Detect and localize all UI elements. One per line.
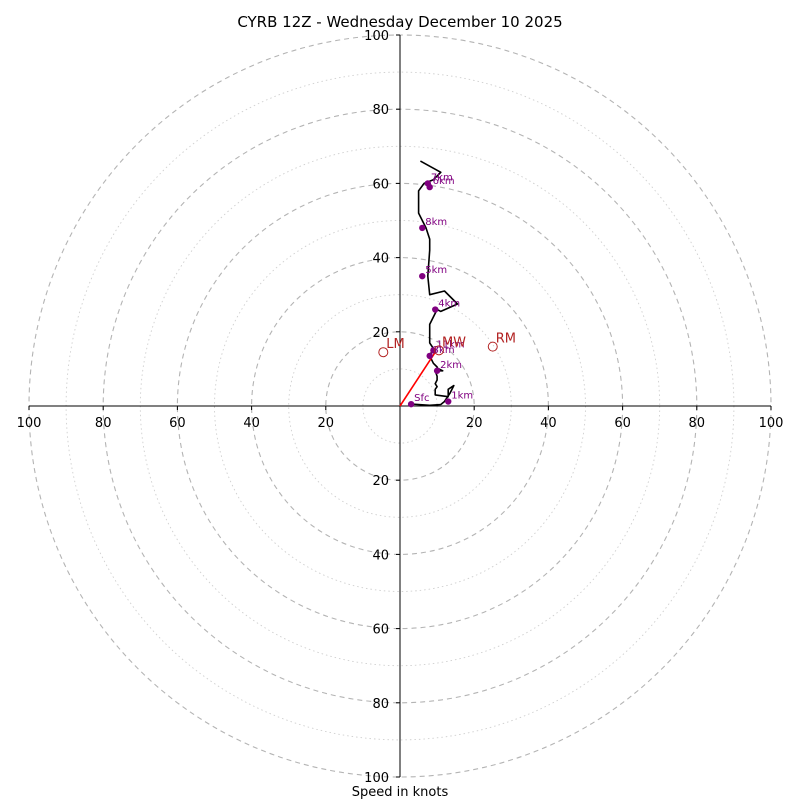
height-label-2km: 2km bbox=[440, 360, 462, 371]
x-tick-label: 80 bbox=[95, 416, 112, 431]
height-point-1km bbox=[445, 398, 452, 405]
x-tick-label: 100 bbox=[17, 416, 42, 431]
height-point-8km bbox=[419, 224, 426, 232]
x-tick-label: 80 bbox=[689, 416, 706, 431]
storm-motion-rm-label: RM bbox=[496, 332, 516, 347]
height-point-5km bbox=[419, 272, 426, 280]
storm-motion-lm-label: LM bbox=[386, 337, 404, 352]
x-tick-label: 20 bbox=[466, 416, 483, 431]
x-tick-label: 100 bbox=[759, 416, 784, 431]
y-tick-label: 40 bbox=[372, 252, 389, 267]
chart-title: CYRB 12Z - Wednesday December 10 2025 bbox=[237, 13, 562, 31]
height-point-3km bbox=[426, 352, 433, 360]
y-tick-label: 80 bbox=[372, 697, 389, 712]
x-tick-label: 40 bbox=[243, 416, 260, 431]
height-label-sfc: Sfc bbox=[414, 393, 429, 404]
height-label-4km: 4km bbox=[438, 299, 460, 310]
height-label-8km: 8km bbox=[425, 217, 447, 228]
x-tick-label: 60 bbox=[614, 416, 631, 431]
height-label-7km: 7km bbox=[431, 172, 453, 183]
storm-motion-lm-marker bbox=[378, 347, 389, 358]
height-point-7km bbox=[424, 180, 432, 187]
y-tick-label: 20 bbox=[372, 326, 389, 341]
tick-labels: 100 80 60 40 20 20 40 60 80 100 100 80 60 40 20 20 40 60 8… bbox=[17, 29, 784, 786]
x-tick-label: 40 bbox=[540, 416, 557, 431]
height-label-6km: 6km bbox=[433, 176, 455, 187]
storm-motion-mw-label: MW bbox=[442, 335, 466, 350]
height-label-5km: 5km bbox=[425, 265, 447, 276]
y-tick-label: 100 bbox=[364, 29, 389, 44]
storm-motion-layer: LM MW RM bbox=[378, 332, 516, 358]
y-tick-label: 100 bbox=[364, 771, 389, 786]
storm-motion-mw-marker bbox=[433, 345, 444, 356]
y-tick-label: 40 bbox=[372, 548, 389, 563]
mean-wind-vector bbox=[399, 351, 436, 407]
height-label-1km: 1km bbox=[451, 391, 473, 402]
height-label-11km: 11km bbox=[436, 339, 464, 350]
y-tick-label: 60 bbox=[372, 177, 389, 192]
storm-motion-rm-marker bbox=[487, 341, 498, 352]
x-tick-label: 20 bbox=[318, 416, 335, 431]
x-axis-label: Speed in knots bbox=[352, 785, 449, 800]
y-tick-label: 60 bbox=[372, 623, 389, 638]
height-point-sfc bbox=[407, 400, 415, 408]
x-tick-label: 60 bbox=[169, 416, 186, 431]
y-tick-label: 80 bbox=[372, 103, 389, 118]
height-point-2km bbox=[433, 367, 441, 374]
height-point-4km bbox=[432, 306, 439, 313]
mean-wind-vector-layer bbox=[399, 351, 436, 407]
y-tick-label: 20 bbox=[372, 474, 389, 489]
